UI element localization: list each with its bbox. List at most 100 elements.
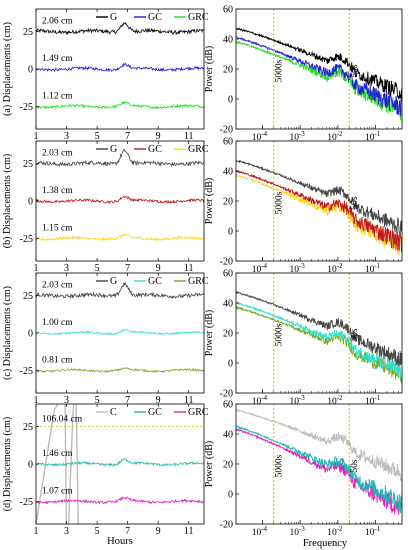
- time-panel-b: 1 3 5 7 9 11 -25 0 25 2.03 cm 1.38 cm 1.15 cm G GC GRC…: [2, 140, 209, 274]
- period-marker-label: 5000s: [275, 59, 285, 82]
- legend-label-GRC: GRC: [188, 12, 209, 23]
- x-tick-label: 5: [95, 131, 100, 142]
- y-tick-label: 0: [228, 227, 233, 238]
- psd-line-G: [236, 290, 402, 367]
- series-group: [236, 27, 402, 121]
- variance-annotation: 1.12 cm: [42, 92, 73, 102]
- psd-line-GRC: [236, 40, 402, 121]
- psd-line-GC: [236, 425, 402, 514]
- x-tick-label: 7: [125, 131, 130, 142]
- y-tick-label: 60: [223, 137, 233, 148]
- y-axis-label: Power (dB): [204, 46, 215, 92]
- series-group: [36, 148, 204, 242]
- x-tick-label: 1: [34, 131, 39, 142]
- series-line-G: [36, 22, 204, 36]
- x-tick-label: 10-3: [289, 262, 305, 275]
- x-tick-label: 10-1: [365, 525, 381, 538]
- x-tick-label: 3: [64, 395, 69, 406]
- y-tick-label: 60: [223, 269, 233, 280]
- variance-annotation: 1.07 cm: [42, 487, 73, 497]
- y-tick-label: 0: [228, 490, 233, 501]
- variance-annotation: 2.03 cm: [42, 149, 73, 159]
- psd-line-G: [236, 159, 402, 236]
- psd-panel-a-psd: 5000s 50s -20 0 20 40 60 10-4 10-3 10-2 10-1 Power …: [204, 5, 403, 143]
- legend-label-GRC: GRC: [188, 144, 209, 155]
- x-tick-label: 9: [156, 263, 161, 274]
- variance-annotation: 0.81 cm: [42, 356, 73, 366]
- period-marker-label: 50s: [350, 64, 360, 78]
- legend-label-GC: GC: [148, 12, 162, 23]
- series-line-GC: [36, 62, 204, 73]
- variance-annotation: 106.04 cm: [42, 415, 83, 425]
- legend-label-G: G: [110, 144, 117, 155]
- x-tick-label: 10-1: [365, 262, 381, 275]
- y-tick-label: 0: [228, 359, 233, 370]
- x-tick-label: 10-1: [365, 394, 381, 407]
- x-tick-label: 7: [125, 526, 130, 537]
- x-tick-label: 11: [184, 395, 194, 406]
- x-tick-label: 1: [34, 526, 39, 537]
- variance-annotation: 1.46 cm: [42, 449, 73, 459]
- period-marker-label: 5000s: [275, 191, 285, 214]
- time-panel-a: 1 3 5 7 9 11 -25 0 25 2.06 cm 1.49 cm 1.12 cm G GC GRC…: [2, 8, 209, 142]
- period-marker-label: 50s: [350, 459, 360, 473]
- y-tick-label: 0: [28, 460, 33, 471]
- series-group: [236, 290, 402, 384]
- variance-annotation: 1.15 cm: [42, 224, 73, 234]
- x-tick-label: 1: [34, 395, 39, 406]
- y-tick-label: 60: [223, 5, 233, 16]
- legend-label-GRC: GRC: [188, 407, 209, 418]
- x-axis-label: Frequency: [303, 538, 348, 549]
- x-tick-label: 3: [64, 131, 69, 142]
- y-tick-label: -20: [220, 389, 233, 400]
- legend-label-GC: GC: [148, 407, 162, 418]
- series-line-GRC: [36, 100, 204, 110]
- y-tick-label: -20: [220, 520, 233, 531]
- x-tick-label: 7: [125, 263, 130, 274]
- y-tick-label: 0: [28, 65, 33, 76]
- series-line-C: [36, 404, 79, 524]
- psd-line-GC: [236, 301, 402, 380]
- y-axis-label: (c) Displacements (cm): [2, 286, 13, 380]
- legend-label-G: G: [110, 276, 117, 287]
- y-tick-label: 40: [223, 299, 233, 310]
- x-axis-label: Hours: [107, 536, 133, 547]
- legend-label-GC: GC: [148, 144, 162, 155]
- y-tick-label: 60: [223, 400, 233, 411]
- variance-annotation: 2.06 cm: [42, 17, 73, 27]
- x-tick-label: 10-4: [252, 130, 268, 143]
- y-axis-label: (a) Displacements (cm): [2, 22, 13, 116]
- x-tick-label: 10-3: [289, 394, 305, 407]
- series-line-GC: [36, 195, 204, 205]
- psd-line-GRC: [236, 305, 402, 384]
- y-tick-label: -25: [20, 234, 33, 245]
- y-tick-label: -20: [220, 125, 233, 136]
- x-tick-label: 10-2: [327, 130, 343, 143]
- y-tick-label: -25: [20, 497, 33, 508]
- series-group: [36, 281, 204, 374]
- x-tick-label: 11: [184, 131, 194, 142]
- legend-label-G: G: [110, 12, 117, 23]
- legend-label-GC: GC: [148, 276, 162, 287]
- x-tick-label: 9: [156, 526, 161, 537]
- psd-line-GRC: [236, 174, 402, 256]
- psd-line-GC: [236, 36, 402, 117]
- psd-line-GC: [236, 170, 402, 253]
- x-tick-label: 10-4: [252, 262, 268, 275]
- x-tick-label: 10-3: [289, 525, 305, 538]
- variance-annotation: 1.49 cm: [42, 54, 73, 64]
- variance-annotation: 1.00 cm: [42, 318, 73, 328]
- x-tick-label: 5: [95, 263, 100, 274]
- y-tick-label: 40: [223, 35, 233, 46]
- series-line-GC: [36, 458, 204, 467]
- time-panel-d: 1 3 5 7 9 11 -25 0 25 106.04 cm 1.46 cm 1.07 cm C GC G…: [2, 403, 209, 547]
- y-axis-label: Power (dB): [204, 310, 215, 356]
- x-tick-label: 10-2: [327, 394, 343, 407]
- x-tick-label: 3: [64, 263, 69, 274]
- series-line-GC: [36, 329, 204, 336]
- x-tick-label: 11: [184, 526, 194, 537]
- y-tick-label: 20: [223, 197, 233, 208]
- x-tick-label: 10-2: [327, 262, 343, 275]
- x-tick-label: 9: [156, 131, 161, 142]
